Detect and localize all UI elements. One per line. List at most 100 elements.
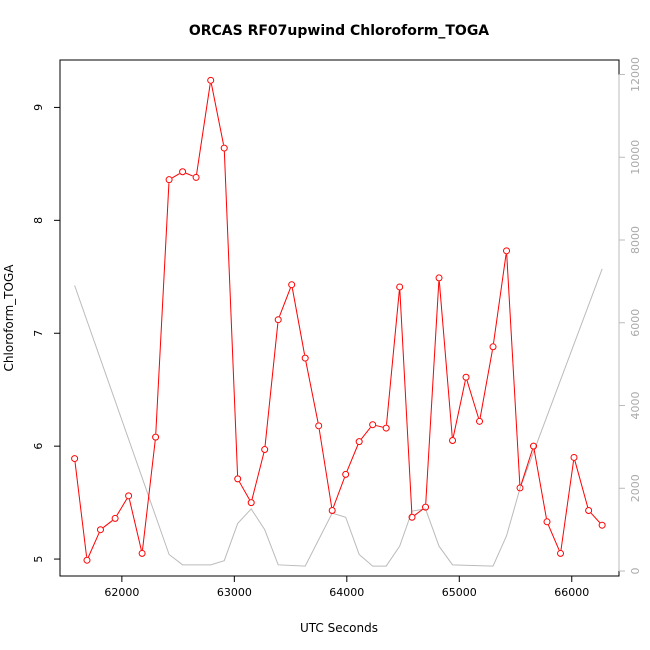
series-segment [332,477,345,508]
data-point [530,442,538,450]
series-segment [171,173,180,179]
series-segment [547,524,560,551]
series-segment [493,254,507,344]
series-segment [479,350,493,418]
series-segment [386,290,400,425]
series-segment [128,499,142,551]
series-segment [210,83,225,145]
series-segment [375,425,383,428]
series-layer [71,76,606,567]
data-point [152,433,160,441]
series-segment [560,460,575,551]
series-segment [87,532,100,558]
data-point [557,549,565,557]
y2-tick-label: 0 [629,568,642,575]
series-segment [466,380,479,419]
series-segment [346,444,359,472]
series-segment [185,172,194,177]
data-point [435,274,443,282]
data-point [382,424,390,432]
y-tick-label: 7 [32,330,45,337]
y2-tick-label: 4000 [629,392,642,420]
series-segment [278,287,291,317]
y-axis-right: 0 2000 4000 6000 8000 10000 12000 [618,57,642,575]
y-tick-label: 6 [32,443,45,450]
series-segment [533,449,547,519]
y-axis-left: 5 6 7 8 9 [32,104,61,563]
series-segment [142,440,156,550]
data-point [598,521,606,529]
data-point [315,422,323,430]
data-point [543,518,551,526]
data-point [288,281,296,289]
x-tick-label: 65000 [442,586,477,599]
data-point [396,283,404,291]
series-segment [74,461,88,557]
data-point [220,144,228,152]
data-point [449,437,457,445]
series-segment [264,323,279,447]
data-point [408,513,416,521]
series-segment [574,460,589,508]
y2-tick-label: 12000 [629,57,642,92]
data-point [570,453,578,461]
y-tick-label: 9 [32,104,45,111]
chart-title: ORCAS RF07upwind Chloroform_TOGA [189,23,489,39]
data-point [342,470,350,478]
data-point [111,514,119,522]
y-tick-label: 8 [32,217,45,224]
data-point [96,526,104,534]
series-segment [102,520,113,528]
series-segment [305,361,319,423]
series-segment [291,288,306,355]
data-point [274,316,282,324]
series-segment [399,290,413,514]
series-segment [360,427,371,440]
data-point [585,507,593,515]
data-point [462,373,470,381]
data-point [503,247,511,255]
series-segment [452,380,466,438]
data-point [71,455,79,463]
x-axis: 62000 63000 64000 65000 66000 [104,575,589,599]
series-segment [196,83,211,175]
data-point [247,499,255,507]
data-point [125,492,133,500]
data-point [489,343,497,351]
data-point [138,549,146,557]
x-tick-label: 64000 [329,586,364,599]
data-point [83,556,91,564]
data-point [369,421,377,429]
data-point [165,176,173,184]
y2-tick-label: 6000 [629,309,642,337]
series-segment [520,449,533,485]
data-point [476,417,484,425]
series-segment [438,281,453,438]
series-segment [223,151,239,476]
data-point [516,484,524,492]
data-point [301,354,309,362]
y2-tick-label: 8000 [629,226,642,254]
data-point [207,76,215,84]
data-point [328,507,336,515]
y2-tick-label: 2000 [629,474,642,502]
y-tick-label: 5 [32,556,45,563]
y2-tick-label: 10000 [629,140,642,175]
data-point [261,446,269,454]
x-axis-label: UTC Seconds [300,621,378,635]
series-segment [239,481,250,500]
series-segment [590,512,601,523]
series-segment [506,254,521,485]
x-tick-label: 62000 [104,586,139,599]
data-point [355,438,363,446]
y-axis-label: Chloroform_TOGA [2,264,16,372]
secondary-series-line [74,268,603,567]
data-point [179,168,187,176]
series-segment [155,183,170,434]
data-point [234,475,242,483]
series-segment [425,281,440,504]
data-point [192,173,200,181]
series-segment [116,498,128,516]
